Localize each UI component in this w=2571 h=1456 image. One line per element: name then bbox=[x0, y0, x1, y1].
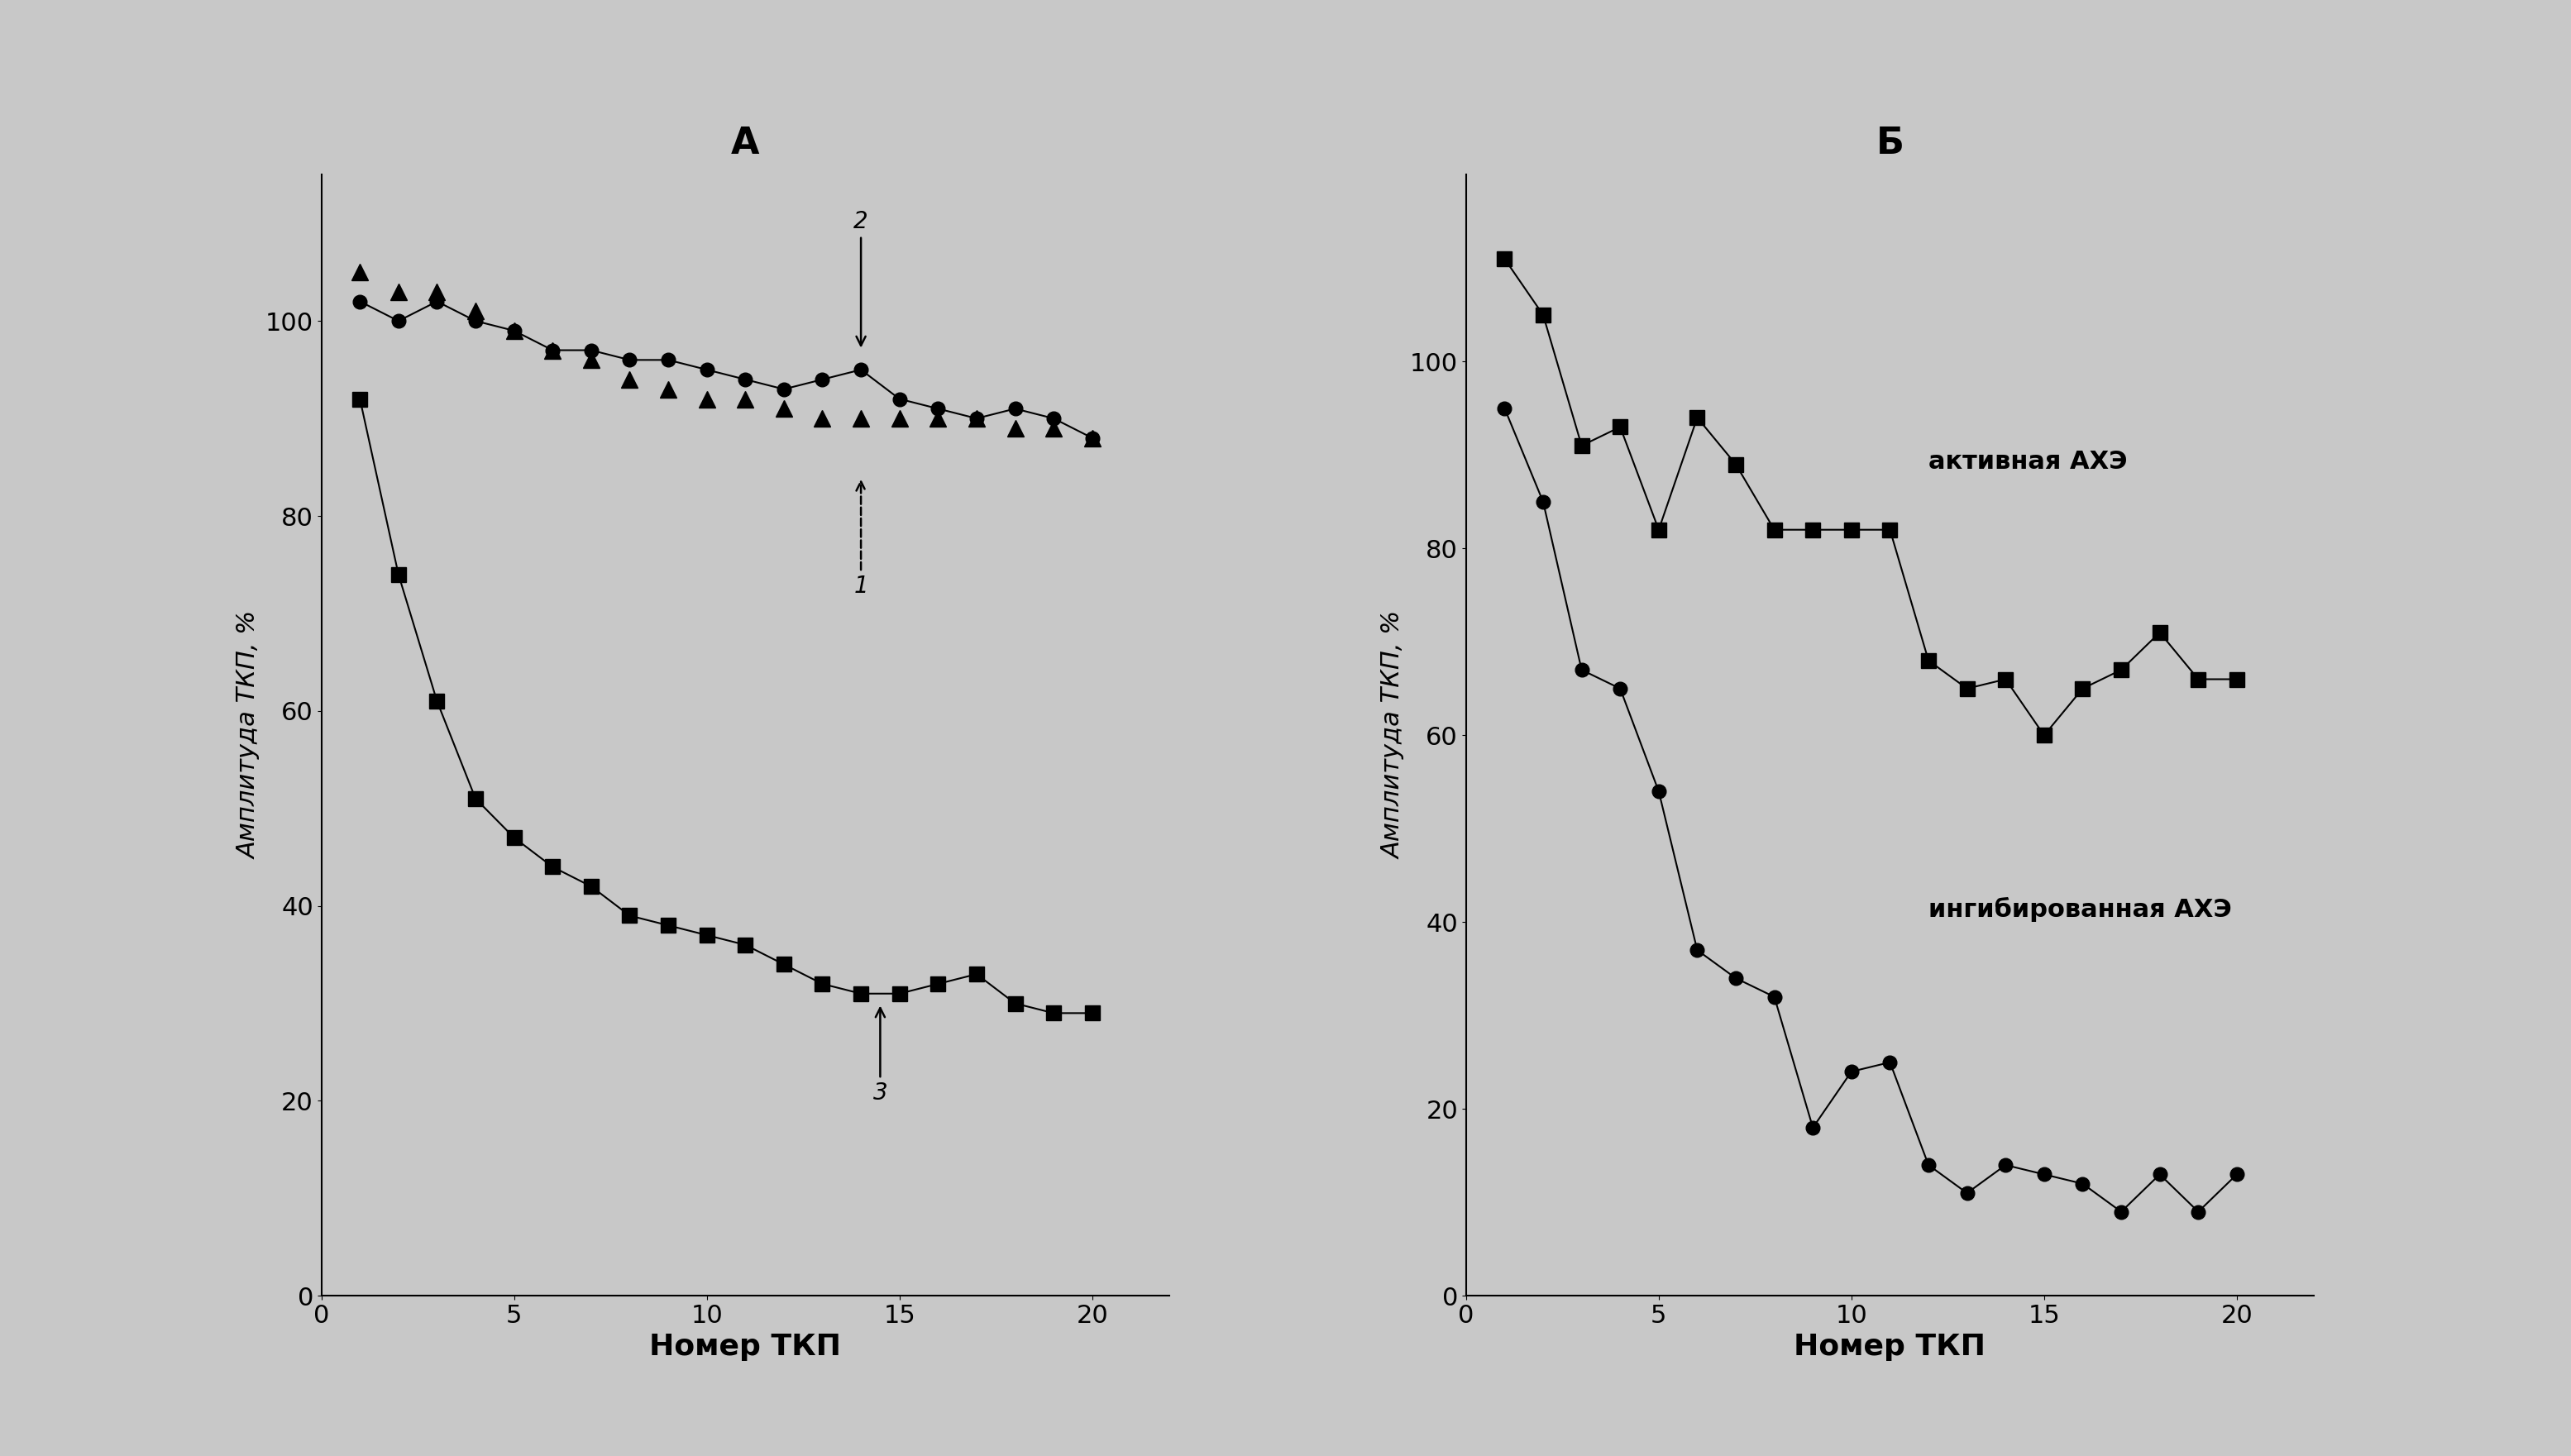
Title: Б: Б bbox=[1877, 125, 1905, 162]
Y-axis label: Амплитуда ТКП, %: Амплитуда ТКП, % bbox=[237, 612, 260, 859]
X-axis label: Номер ТКП: Номер ТКП bbox=[1795, 1332, 1985, 1360]
Y-axis label: Амплитуда ТКП, %: Амплитуда ТКП, % bbox=[1381, 612, 1406, 859]
Text: ингибированная АХЭ: ингибированная АХЭ bbox=[1928, 897, 2232, 922]
Text: активная АХЭ: активная АХЭ bbox=[1928, 450, 2126, 473]
Text: 2: 2 bbox=[854, 210, 869, 345]
X-axis label: Номер ТКП: Номер ТКП bbox=[650, 1332, 841, 1360]
Title: А: А bbox=[730, 125, 758, 162]
Text: 3: 3 bbox=[874, 1008, 887, 1105]
Text: 1: 1 bbox=[854, 482, 869, 597]
